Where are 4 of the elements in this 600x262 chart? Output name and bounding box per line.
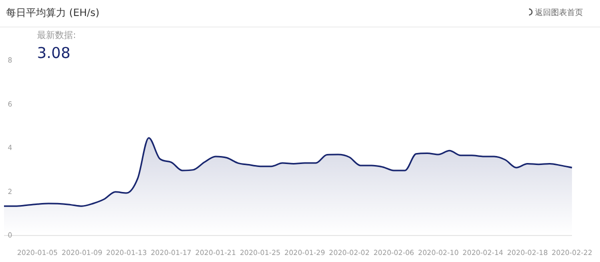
- annotation: 3.08: [37, 44, 70, 62]
- annotation: 最新数据:: [37, 31, 76, 41]
- title: 每日平均算力 (EH/s): [6, 8, 100, 19]
- button-back: 返回图表首页: [528, 8, 583, 17]
